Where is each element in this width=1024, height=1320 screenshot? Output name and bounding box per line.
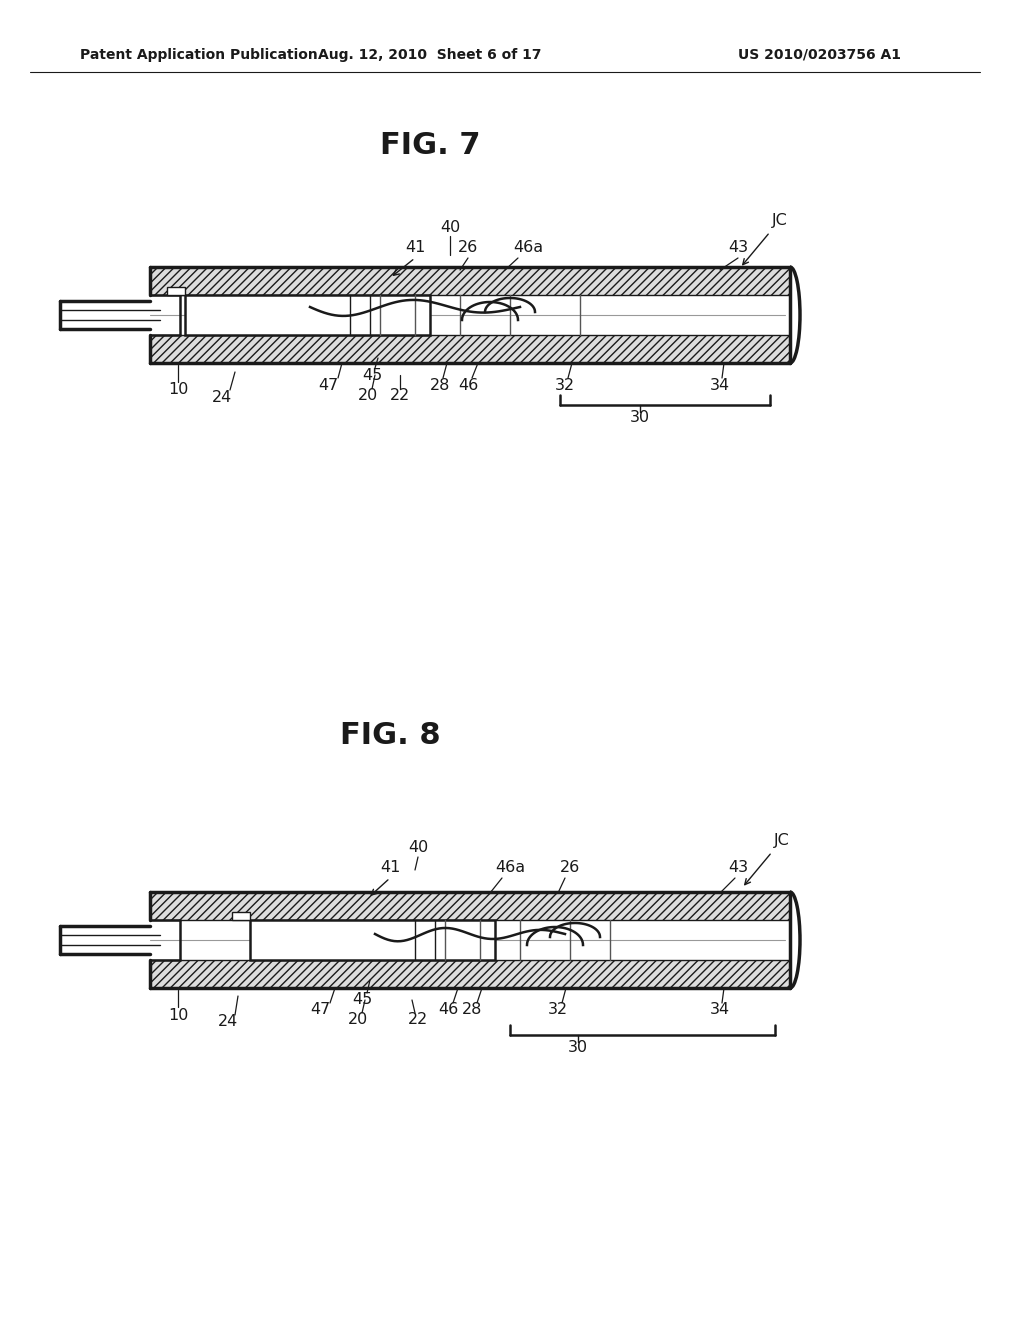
Text: 45: 45 [361,367,382,383]
Text: 40: 40 [440,220,460,235]
Text: 20: 20 [357,388,378,404]
Text: 20: 20 [348,1012,368,1027]
Text: FIG. 7: FIG. 7 [380,131,480,160]
Text: Patent Application Publication: Patent Application Publication [80,48,317,62]
Text: 10: 10 [168,383,188,397]
Text: 28: 28 [430,378,451,392]
Text: 26: 26 [560,861,581,875]
Text: US 2010/0203756 A1: US 2010/0203756 A1 [738,48,901,62]
Text: 32: 32 [555,378,575,392]
Text: 45: 45 [352,993,372,1007]
Text: 46: 46 [438,1002,458,1018]
Text: 30: 30 [630,411,650,425]
Text: 47: 47 [317,378,338,392]
Bar [250,920,495,960]
Text: 28: 28 [462,1002,482,1018]
Text: 47: 47 [310,1002,330,1018]
Bar [167,286,185,294]
Text: 34: 34 [710,1002,730,1018]
Text: FIG. 8: FIG. 8 [340,721,440,750]
Bar [185,294,430,335]
Text: 43: 43 [728,861,749,875]
Text: 22: 22 [408,1012,428,1027]
Text: 10: 10 [168,1007,188,1023]
Text: 24: 24 [218,1015,239,1030]
Text: 24: 24 [212,391,232,405]
Text: 40: 40 [408,841,428,855]
Text: 43: 43 [728,240,749,256]
Bar [150,267,790,294]
Text: 32: 32 [548,1002,568,1018]
Text: Aug. 12, 2010  Sheet 6 of 17: Aug. 12, 2010 Sheet 6 of 17 [318,48,542,62]
Text: 46a: 46a [495,861,525,875]
Text: 41: 41 [404,240,425,256]
Text: 30: 30 [568,1040,588,1056]
Text: 34: 34 [710,378,730,392]
Text: 46: 46 [458,378,478,392]
Bar [150,335,790,363]
Bar [232,912,250,920]
Text: JC: JC [772,213,787,227]
Text: JC: JC [774,833,790,847]
Text: 22: 22 [390,388,411,404]
Bar [150,960,790,987]
Text: 46a: 46a [513,240,543,256]
Text: 41: 41 [380,861,400,875]
Bar [150,892,790,920]
Text: 26: 26 [458,240,478,256]
